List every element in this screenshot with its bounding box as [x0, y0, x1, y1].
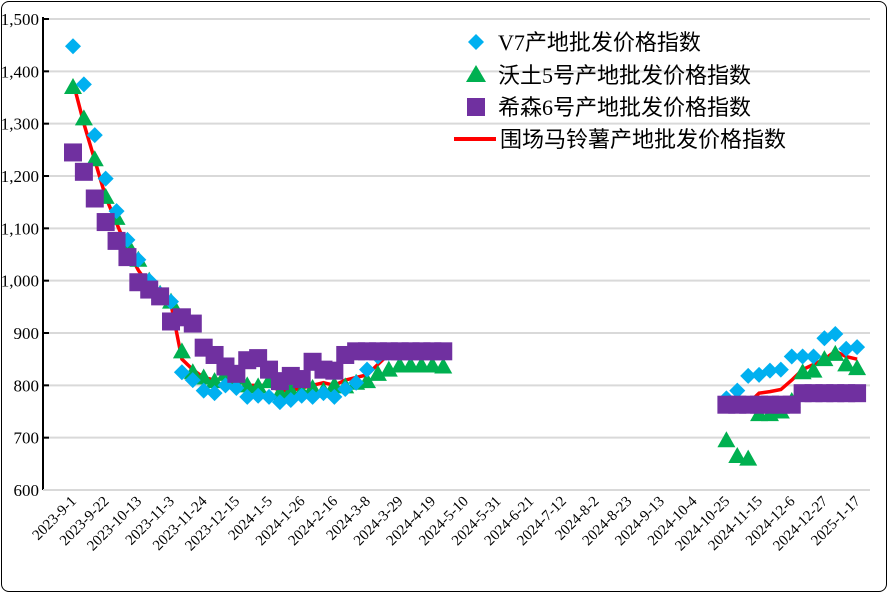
legend-label: V7产地批发价格指数 [498, 30, 701, 55]
y-tick-label: 900 [14, 324, 40, 343]
xisen6-point [151, 287, 170, 306]
wotu5-point [64, 78, 82, 95]
y-tick-label: 1,000 [1, 272, 39, 291]
v7-point [184, 372, 201, 389]
wotu5-point [74, 109, 93, 126]
v7-point [772, 361, 789, 378]
wotu5-point [379, 360, 398, 377]
v7-point [86, 127, 103, 144]
wotu5-point [804, 361, 823, 378]
v7-point [97, 170, 114, 187]
wotu5-point [85, 150, 104, 167]
xisen6-point [434, 342, 453, 361]
v7-point [761, 362, 778, 379]
v7-point [827, 326, 844, 343]
v7-point [228, 379, 245, 396]
v7-point [740, 367, 757, 384]
legend-triangle-icon [466, 65, 486, 82]
xisen6-point [227, 364, 246, 383]
wotu5-point [848, 359, 867, 376]
xisen6-point [64, 143, 82, 162]
v7-point [794, 348, 811, 365]
wotu5-point [423, 356, 442, 373]
wotu5-point [728, 446, 747, 463]
xisen6-point [118, 248, 137, 267]
v7-point [65, 38, 81, 55]
legend-diamond-icon [468, 34, 484, 50]
v7-point [206, 385, 223, 402]
y-tick-label: 1,500 [1, 10, 39, 29]
wotu5-point [815, 350, 834, 367]
v7-point [838, 340, 855, 357]
xisen6-point [96, 213, 115, 232]
v7-point [250, 387, 267, 404]
v7-point [348, 374, 365, 391]
wotu5-point [281, 381, 300, 398]
wotu5-point [172, 342, 191, 359]
v7-point [271, 394, 288, 411]
y-tick-label: 800 [14, 376, 40, 395]
wotu5-point [183, 363, 202, 380]
xisen6-point [85, 189, 104, 208]
legend-label: 围场马铃薯产地批发价格指数 [500, 127, 786, 152]
v7-point [261, 388, 278, 405]
v7-point [337, 380, 354, 397]
wotu5-point [368, 364, 387, 381]
v7-point [173, 364, 190, 381]
legend-label: 沃土5号产地批发价格指数 [498, 63, 751, 88]
y-tick-label: 1,100 [1, 219, 39, 238]
legend-label: 希森6号产地批发价格指数 [498, 95, 751, 120]
xisen6-point [74, 162, 93, 181]
v7-point [849, 339, 866, 356]
y-tick-label: 1,400 [1, 62, 39, 81]
xisen6-point [292, 370, 311, 389]
wotu5-point [434, 357, 453, 374]
v7-point [326, 388, 343, 405]
xisen6-point [848, 384, 867, 403]
wotu5-point [303, 378, 322, 395]
xisen6-point [325, 361, 344, 380]
v7-point [239, 388, 256, 405]
v7-point [805, 348, 822, 365]
y-tick-label: 1,300 [1, 115, 39, 134]
v7-point [195, 382, 212, 399]
wotu5-point [249, 377, 268, 394]
xisen6-point [107, 231, 126, 250]
v7-point [359, 361, 376, 378]
wotu5-point [739, 449, 758, 466]
wotu5-point [837, 355, 856, 372]
wotu5-point [717, 431, 736, 448]
wotu5-point [826, 344, 845, 361]
xisen6-point [183, 314, 202, 333]
y-tick-label: 1,200 [1, 167, 39, 186]
v7-point [729, 382, 746, 399]
v7-point [783, 348, 800, 365]
v7-point [293, 387, 310, 404]
y-tick-label: 700 [14, 429, 40, 448]
y-tick-label: 600 [14, 481, 40, 500]
legend-square-icon [467, 98, 485, 116]
v7-point [75, 76, 92, 93]
